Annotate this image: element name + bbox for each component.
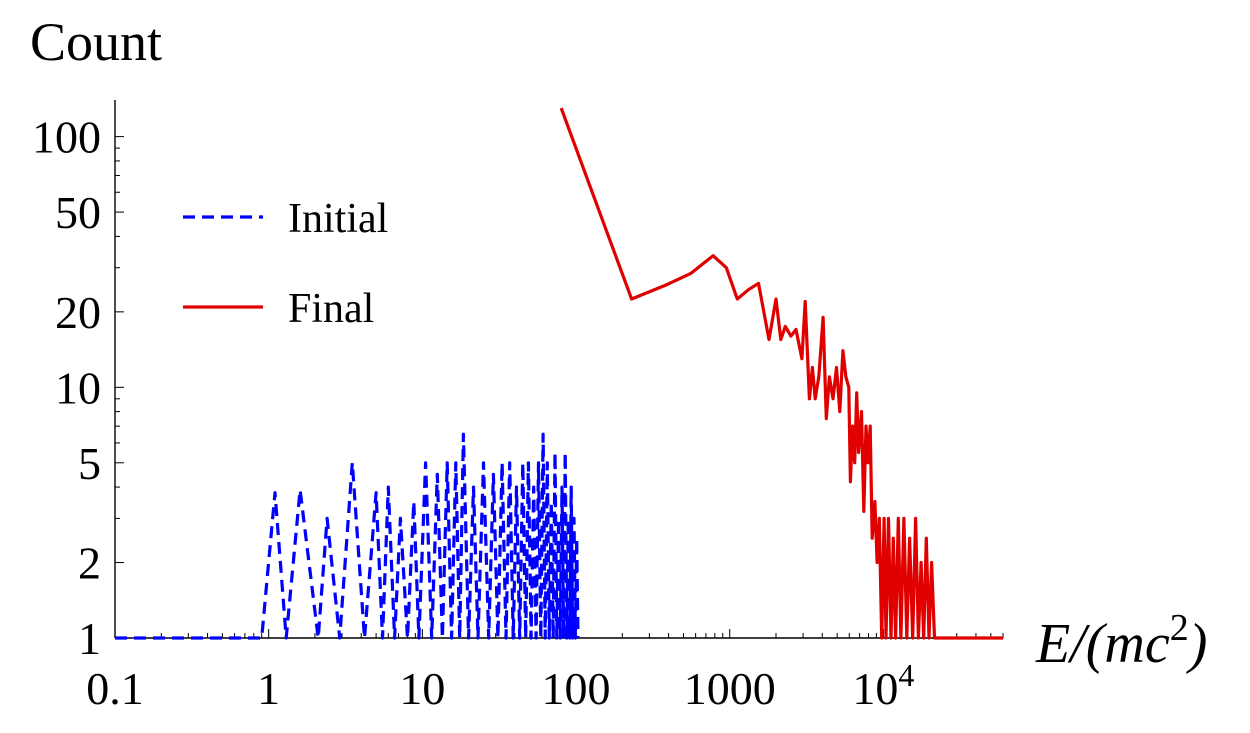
series-line-final xyxy=(559,107,1003,640)
x-tick-label: 1000 xyxy=(684,663,776,714)
legend-label-initial: Initial xyxy=(288,196,388,242)
y-tick-label: 2 xyxy=(78,538,101,589)
y-axis-title: Count xyxy=(30,12,162,72)
x-tick-label: 0.1 xyxy=(86,663,144,714)
y-tick-label: 20 xyxy=(55,287,101,338)
x-axis-title: E/(mc2) xyxy=(1035,607,1207,675)
x-tick-label: 104 xyxy=(852,657,914,714)
y-tick-label: 5 xyxy=(78,438,101,489)
x-tick-label: 1 xyxy=(257,663,280,714)
series-line-initial xyxy=(115,432,580,640)
y-tick-label: 50 xyxy=(55,187,101,238)
legend: Initial Final xyxy=(183,196,388,332)
y-tick-label: 100 xyxy=(32,112,101,163)
x-tick-label: 10 xyxy=(399,663,445,714)
y-tick-label: 10 xyxy=(55,362,101,413)
x-tick-label: 100 xyxy=(542,663,611,714)
y-tick-label: 1 xyxy=(78,613,101,664)
legend-label-final: Final xyxy=(288,286,374,332)
series-layer xyxy=(115,107,1003,640)
